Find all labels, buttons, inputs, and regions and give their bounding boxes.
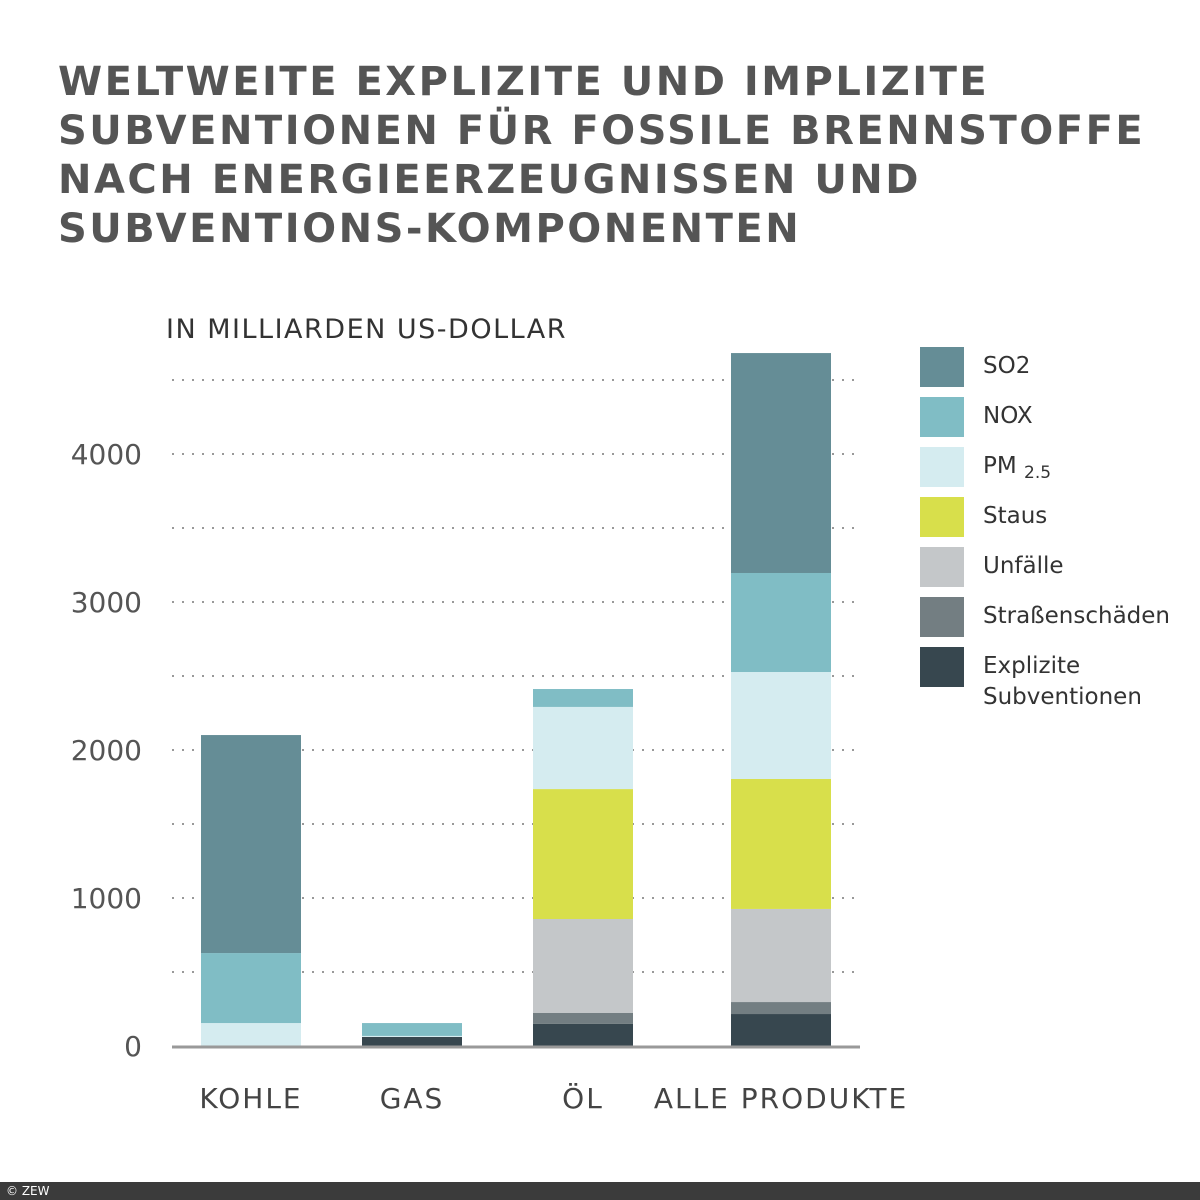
bar-segment-staus	[731, 779, 831, 909]
legend-swatch	[920, 647, 964, 687]
bar-segment-explizite-subventionen	[731, 1014, 831, 1046]
bar-segment-explizite-subventionen	[533, 1023, 633, 1046]
legend-swatch	[920, 397, 964, 437]
bar-segment-so2	[201, 735, 301, 954]
bar-segment-so2	[731, 353, 831, 573]
legend-label: Explizite Subventionen	[983, 653, 1142, 710]
legend-swatch	[920, 547, 964, 587]
y-tick-label: 2000	[71, 734, 142, 767]
y-tick-label: 1000	[71, 882, 142, 915]
legend-label: Straßenschäden	[983, 603, 1170, 629]
bar-segment-nox	[362, 1023, 462, 1036]
bar-segment-pm-2-5	[362, 1035, 462, 1037]
legend-label: Unfälle	[983, 553, 1064, 579]
bar-segment-nox	[533, 689, 633, 707]
x-tick-label: ÖL	[562, 1081, 604, 1115]
bar-segment-stra-ensch-den	[731, 1002, 831, 1015]
legend-swatch	[920, 497, 964, 537]
legend-label: NOX	[983, 403, 1033, 429]
legend-label: SO2	[983, 353, 1030, 379]
bar-segment-unf-lle	[533, 919, 633, 1013]
bar-segment-pm-2-5	[533, 706, 633, 790]
y-tick-label: 4000	[71, 438, 142, 471]
x-tick-label: ALLE PRODUKTE	[654, 1082, 908, 1115]
bar-segment-unf-lle	[731, 908, 831, 1003]
legend-swatch	[920, 447, 964, 487]
y-tick-label: 3000	[71, 586, 142, 619]
chart-title: WELTWEITE EXPLIZITE UND IMPLIZITE SUBVEN…	[58, 59, 1146, 252]
bar-segment-pm-2-5	[731, 672, 831, 780]
legend-swatch	[920, 597, 964, 637]
x-tick-label: GAS	[380, 1082, 445, 1115]
bar-segment-stra-ensch-den	[533, 1012, 633, 1024]
x-tick-label: KOHLE	[199, 1082, 302, 1115]
y-tick-label: 0	[124, 1030, 142, 1063]
y-axis-label: IN MILLIARDEN US-DOLLAR	[166, 314, 568, 345]
bar-segment-nox	[201, 953, 301, 1024]
bar-segment-explizite-subventionen	[362, 1036, 462, 1046]
legend-label: Staus	[983, 503, 1047, 529]
copyright-footer: © ZEW	[0, 1182, 1200, 1200]
bar-segment-nox	[731, 572, 831, 673]
legend-swatch	[920, 347, 964, 387]
legend-label: PM 2.5	[983, 453, 1051, 483]
bar-segment-staus	[533, 789, 633, 920]
bar-segment-pm-2-5	[201, 1023, 301, 1046]
